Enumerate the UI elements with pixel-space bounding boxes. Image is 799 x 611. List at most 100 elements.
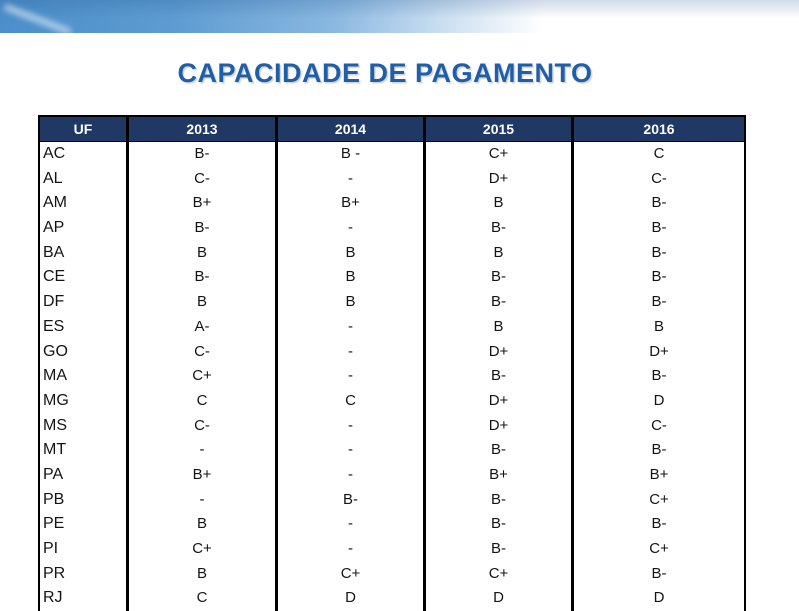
uf-cell: AP <box>40 216 126 241</box>
rating-cell-2013: C- <box>129 166 275 192</box>
rating-cell-2014: - <box>278 216 423 241</box>
rating-cell-2014: - <box>278 512 423 537</box>
rating-cell-2016: C+ <box>574 487 744 513</box>
uf-cell: AL <box>40 166 126 192</box>
uf-cell: GO <box>40 339 126 365</box>
rating-cell-2013: C- <box>129 413 275 439</box>
uf-cell: AM <box>40 191 126 217</box>
title-container: CAPACIDADE DE PAGAMENTO <box>0 58 770 89</box>
rating-cell-2016: B- <box>574 438 744 463</box>
uf-cell: PB <box>40 487 126 513</box>
column-header-uf: UF <box>40 117 126 141</box>
table-row: AC B- B - C+ C <box>38 142 746 167</box>
rating-cell-2016: B- <box>574 512 744 537</box>
rating-cell-2016: C- <box>574 413 744 439</box>
table-row: MT - - B- B- <box>38 438 746 463</box>
rating-cell-2013: B- <box>129 142 275 167</box>
rating-cell-2014: - <box>278 364 423 389</box>
table-row: PA B+ - B+ B+ <box>38 462 746 488</box>
rating-cell-2014: - <box>278 314 423 340</box>
rating-cell-2015: B- <box>426 512 571 537</box>
rating-cell-2016: B- <box>574 191 744 217</box>
rating-cell-2016: B- <box>574 265 744 291</box>
rating-cell-2015: B <box>426 240 571 266</box>
table-row: MG C C D+ D <box>38 388 746 414</box>
rating-cell-2016: B- <box>574 216 744 241</box>
uf-cell: MA <box>40 364 126 389</box>
uf-cell: RJ <box>40 586 126 611</box>
rating-cell-2015: D+ <box>426 388 571 414</box>
rating-cell-2014: B <box>278 265 423 291</box>
rating-cell-2015: B- <box>426 537 571 562</box>
rating-cell-2016: D <box>574 586 744 611</box>
rating-cell-2015: B- <box>426 438 571 463</box>
table-row: AL C- - D+ C- <box>38 166 746 192</box>
rating-cell-2013: C- <box>129 339 275 365</box>
rating-cell-2015: B- <box>426 290 571 315</box>
rating-cell-2013: C <box>129 586 275 611</box>
rating-cell-2014: - <box>278 413 423 439</box>
rating-cell-2014: - <box>278 462 423 488</box>
table-row: DF B B B- B- <box>38 290 746 315</box>
uf-cell: PR <box>40 561 126 587</box>
rating-cell-2013: - <box>129 487 275 513</box>
rating-cell-2015: B- <box>426 265 571 291</box>
table-row: RJ C D D D <box>38 586 746 611</box>
uf-cell: MS <box>40 413 126 439</box>
column-header-2014: 2014 <box>278 117 423 141</box>
rating-cell-2016: B <box>574 314 744 340</box>
rating-cell-2014: C+ <box>278 561 423 587</box>
rating-cell-2016: D+ <box>574 339 744 365</box>
table-row: BA B B B B- <box>38 240 746 266</box>
rating-cell-2013: A- <box>129 314 275 340</box>
rating-cell-2016: B+ <box>574 462 744 488</box>
column-header-2016: 2016 <box>574 117 744 141</box>
uf-cell: PE <box>40 512 126 537</box>
page-title: CAPACIDADE DE PAGAMENTO <box>177 58 593 88</box>
rating-cell-2013: C+ <box>129 364 275 389</box>
uf-cell: PI <box>40 537 126 562</box>
rating-cell-2014: - <box>278 537 423 562</box>
top-banner <box>0 0 799 36</box>
rating-cell-2015: B- <box>426 487 571 513</box>
rating-cell-2015: D+ <box>426 339 571 365</box>
rating-cell-2014: B <box>278 290 423 315</box>
rating-cell-2013: B- <box>129 265 275 291</box>
rating-cell-2015: D <box>426 586 571 611</box>
table-row: ES A- - B B <box>38 314 746 340</box>
rating-cell-2016: D <box>574 388 744 414</box>
uf-cell: MG <box>40 388 126 414</box>
table-row: PI C+ - B- C+ <box>38 537 746 562</box>
rating-cell-2013: B <box>129 290 275 315</box>
rating-cell-2016: B- <box>574 290 744 315</box>
column-header-2013: 2013 <box>129 117 275 141</box>
table-row: MA C+ - B- B- <box>38 364 746 389</box>
uf-cell: BA <box>40 240 126 266</box>
rating-cell-2014: - <box>278 339 423 365</box>
rating-cell-2016: C+ <box>574 537 744 562</box>
table-row: MS C- - D+ C- <box>38 413 746 439</box>
rating-cell-2014: - <box>278 166 423 192</box>
uf-cell: DF <box>40 290 126 315</box>
rating-cell-2015: B- <box>426 216 571 241</box>
rating-cell-2013: B <box>129 512 275 537</box>
rating-cell-2014: C <box>278 388 423 414</box>
uf-cell: CE <box>40 265 126 291</box>
rating-cell-2015: C+ <box>426 142 571 167</box>
uf-cell: AC <box>40 142 126 167</box>
rating-cell-2015: B <box>426 191 571 217</box>
rating-cell-2013: C <box>129 388 275 414</box>
rating-cell-2013: B+ <box>129 462 275 488</box>
table-row: AP B- - B- B- <box>38 216 746 241</box>
rating-cell-2013: B <box>129 240 275 266</box>
rating-cell-2015: B+ <box>426 462 571 488</box>
rating-cell-2013: B <box>129 561 275 587</box>
table-row: AM B+ B+ B B- <box>38 191 746 217</box>
table-header-row: UF 2013 2014 2015 2016 <box>38 115 746 142</box>
rating-cell-2016: C- <box>574 166 744 192</box>
rating-cell-2014: B - <box>278 142 423 167</box>
table-body: AC B- B - C+ C AL C- - D+ C- AM B+ B+ B … <box>38 142 746 611</box>
banner-streak-decoration <box>2 3 73 36</box>
table-row: GO C- - D+ D+ <box>38 339 746 365</box>
table-row: PR B C+ C+ B- <box>38 561 746 587</box>
